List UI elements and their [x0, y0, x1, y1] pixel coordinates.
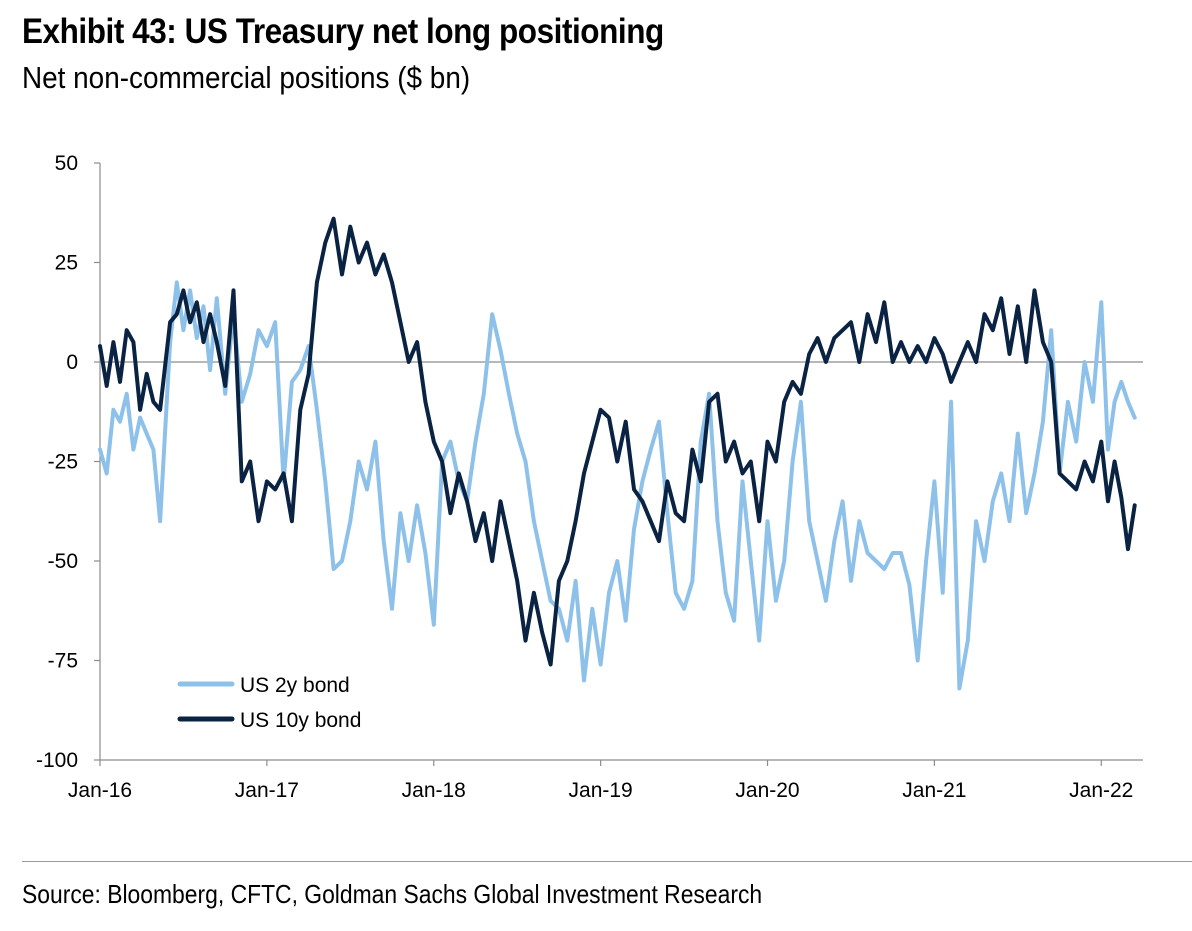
y-tick-label: -75 — [48, 650, 78, 673]
series-lines — [98, 216, 1137, 691]
series-line-us10y — [98, 216, 1137, 667]
chart-subtitle: Net non-commercial positions ($ bn) — [22, 60, 471, 95]
x-tick-label: Jan-20 — [735, 779, 799, 802]
y-axis-ticks: 50 25 0 -25 -50 -75 -100 — [36, 152, 101, 772]
source-note: Source: Bloomberg, CFTC, Goldman Sachs G… — [22, 879, 763, 909]
x-tick-label: Jan-17 — [235, 779, 299, 802]
y-tick-label: 0 — [66, 351, 78, 374]
x-tick-label: Jan-19 — [569, 779, 633, 802]
y-tick-label: -100 — [36, 749, 78, 772]
legend-label-us2y: US 2y bond — [240, 674, 350, 697]
y-tick-label: 25 — [55, 252, 78, 275]
x-tick-label: Jan-21 — [902, 779, 966, 802]
y-tick-label: -50 — [48, 550, 78, 573]
legend: US 2y bond US 10y bond — [177, 674, 361, 732]
legend-label-us10y: US 10y bond — [240, 709, 361, 732]
x-tick-label: Jan-18 — [402, 779, 466, 802]
x-tick-label: Jan-22 — [1069, 779, 1133, 802]
x-axis-ticks: Jan-16 Jan-17 Jan-18 Jan-19 Jan-20 Jan-21 Jan-… — [68, 361, 1143, 802]
y-tick-label: -25 — [48, 451, 78, 474]
x-tick-label: Jan-16 — [68, 779, 132, 802]
footer-divider — [22, 861, 1192, 862]
y-tick-label: 50 — [55, 152, 78, 175]
chart-title: Exhibit 43: US Treasury net long positio… — [22, 12, 664, 51]
series-line-us2y — [98, 280, 1137, 691]
